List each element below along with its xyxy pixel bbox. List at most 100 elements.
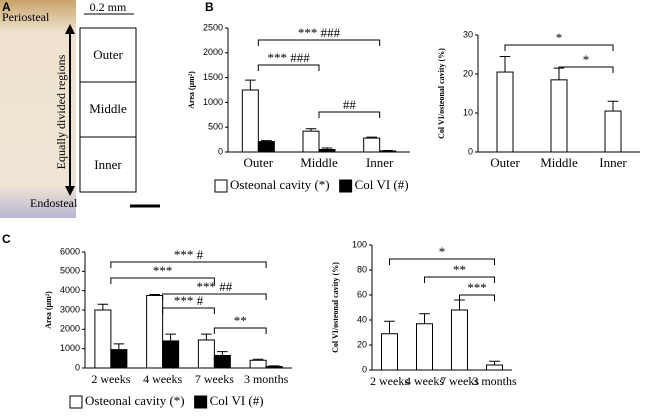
y-tick-label: 80: [357, 264, 367, 274]
bar: [163, 341, 179, 368]
legend-swatch: [195, 396, 207, 408]
image-label: Endosteal: [30, 196, 78, 210]
y-tick-label: 500: [208, 122, 223, 132]
y-tick-label: 2000: [60, 324, 80, 334]
significance-label: *** ###: [268, 50, 311, 65]
bar: [417, 324, 433, 370]
legend-label: Col VI (#): [355, 177, 409, 192]
x-tick-label: Middle: [300, 155, 338, 170]
error-bar: [419, 314, 430, 324]
x-tick-label: 3 months: [244, 372, 289, 386]
panel-label: C: [2, 232, 11, 246]
significance-label: *: [439, 244, 446, 259]
significance-bracket: [390, 259, 495, 265]
image-label: Outer: [93, 47, 123, 62]
bar: [364, 138, 380, 152]
y-tick-label: 1000: [60, 343, 80, 353]
error-bar: [489, 361, 500, 365]
error-bar: [500, 56, 511, 72]
y-tick-label: 0: [362, 364, 367, 374]
error-bar: [384, 321, 395, 334]
image-label: Equally divided regions: [54, 54, 68, 169]
x-tick-label: Middle: [540, 155, 578, 170]
legend-swatch: [70, 396, 82, 408]
error-bar: [454, 300, 465, 310]
y-tick-label: 20: [463, 68, 473, 78]
legend-label: Osteonal cavity (*): [230, 177, 330, 192]
significance-label: ***: [467, 280, 487, 295]
bar: [250, 360, 266, 368]
y-tick-label: 4000: [60, 285, 80, 295]
bar: [198, 340, 214, 368]
image-label: Periosteal: [2, 10, 50, 24]
error-bar: [608, 101, 619, 111]
bar: [497, 72, 513, 152]
significance-label: *** #: [174, 293, 204, 308]
error-bar: [245, 80, 256, 90]
y-tick-label: 2500: [203, 22, 223, 32]
x-tick-label: Outer: [490, 155, 520, 170]
error-bar: [114, 344, 125, 350]
y-tick-label: 60: [357, 289, 367, 299]
bar: [214, 355, 230, 368]
bar: [258, 142, 274, 152]
legend-swatch: [340, 180, 352, 192]
y-axis-label: Col VI/osteonal cavity (%): [437, 48, 446, 139]
error-bar: [98, 304, 109, 310]
y-tick-label: 1500: [203, 72, 223, 82]
bar: [605, 111, 621, 152]
significance-label: *** ###: [298, 25, 341, 40]
error-bar: [217, 352, 228, 356]
significance-bracket: [319, 112, 380, 118]
legend-label: Col VI (#): [210, 393, 264, 408]
significance-bracket: [163, 308, 215, 314]
bar: [111, 350, 127, 368]
bar: [319, 150, 335, 152]
significance-bracket: [111, 262, 266, 268]
y-tick-label: 40: [357, 314, 367, 324]
x-tick-label: 2 weeks: [91, 372, 130, 386]
bar: [551, 80, 567, 152]
error-bar: [269, 366, 280, 367]
significance-bracket: [505, 45, 613, 51]
significance-label: **: [453, 262, 466, 277]
bar: [242, 90, 258, 152]
x-tick-label: 3 months: [472, 374, 517, 388]
y-tick-label: 3000: [60, 304, 80, 314]
y-tick-label: 1000: [203, 97, 223, 107]
y-tick-label: 20: [357, 339, 367, 349]
y-tick-label: 0: [218, 146, 223, 156]
significance-label: ##: [343, 97, 357, 112]
legend-swatch: [215, 180, 227, 192]
y-tick-label: 5000: [60, 266, 80, 276]
x-tick-label: Inner: [366, 155, 394, 170]
significance-bracket: [258, 40, 379, 46]
bar: [95, 310, 111, 368]
y-tick-label: 0: [468, 146, 473, 156]
bar: [380, 151, 396, 152]
bar: [487, 365, 503, 370]
y-tick-label: 100: [352, 239, 367, 249]
y-axis-label: Area (μm²): [187, 71, 196, 109]
bar: [147, 296, 163, 369]
significance-label: *: [556, 30, 563, 45]
x-tick-label: 4 weeks: [143, 372, 182, 386]
significance-label: *: [583, 52, 590, 67]
x-tick-label: Inner: [599, 155, 627, 170]
y-tick-label: 0: [75, 362, 80, 372]
significance-label: **: [234, 313, 247, 328]
significance-bracket: [559, 67, 613, 73]
bar: [452, 310, 468, 370]
y-tick-label: 10: [463, 107, 473, 117]
image-label: Middle: [89, 101, 127, 116]
y-tick-label: 2000: [203, 47, 223, 57]
y-tick-label: 30: [463, 29, 473, 39]
legend-label: Osteonal cavity (*): [85, 393, 185, 408]
significance-label: *** ##: [197, 279, 233, 294]
x-tick-label: 2 weeks: [370, 374, 409, 388]
x-tick-label: 7 weeks: [195, 372, 234, 386]
x-tick-label: Outer: [244, 155, 274, 170]
significance-bracket: [258, 65, 319, 71]
significance-label: *** #: [174, 247, 204, 262]
error-bar: [201, 334, 212, 340]
